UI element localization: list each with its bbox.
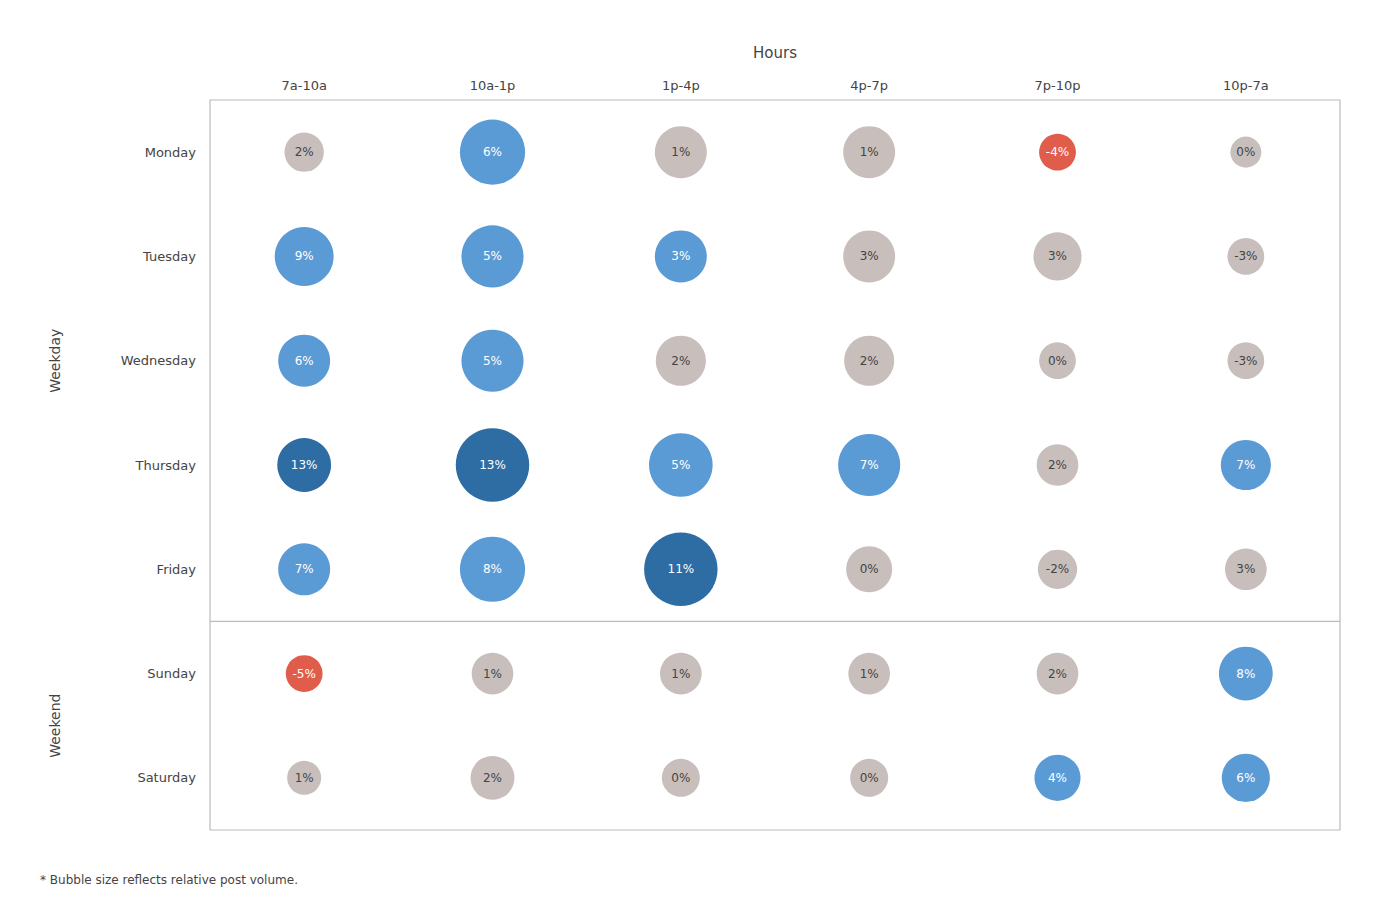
svg-text:-4%: -4%	[1046, 145, 1069, 159]
svg-text:11%: 11%	[667, 562, 694, 576]
svg-text:7%: 7%	[295, 562, 314, 576]
svg-text:2%: 2%	[1048, 667, 1067, 681]
svg-text:9%: 9%	[295, 249, 314, 263]
svg-text:2%: 2%	[671, 354, 690, 368]
svg-text:Wednesday: Wednesday	[121, 353, 197, 368]
svg-text:5%: 5%	[483, 249, 502, 263]
svg-text:0%: 0%	[860, 562, 879, 576]
svg-text:8%: 8%	[1236, 667, 1255, 681]
svg-text:7%: 7%	[860, 458, 879, 472]
svg-text:3%: 3%	[860, 249, 879, 263]
svg-text:3%: 3%	[671, 249, 690, 263]
svg-text:1%: 1%	[671, 145, 690, 159]
svg-text:2%: 2%	[860, 354, 879, 368]
svg-text:4%: 4%	[1048, 771, 1067, 785]
svg-text:Thursday: Thursday	[135, 458, 197, 473]
svg-text:1p-4p: 1p-4p	[662, 78, 700, 93]
svg-text:Hours: Hours	[753, 44, 797, 62]
svg-text:5%: 5%	[671, 458, 690, 472]
svg-text:13%: 13%	[479, 458, 506, 472]
svg-text:13%: 13%	[291, 458, 318, 472]
svg-text:Weekend: Weekend	[47, 694, 63, 758]
svg-text:-5%: -5%	[292, 667, 315, 681]
svg-text:7%: 7%	[1236, 458, 1255, 472]
svg-text:-3%: -3%	[1234, 249, 1257, 263]
svg-text:-3%: -3%	[1234, 354, 1257, 368]
svg-text:-2%: -2%	[1046, 562, 1069, 576]
svg-text:6%: 6%	[1236, 771, 1255, 785]
svg-text:7a-10a: 7a-10a	[281, 78, 326, 93]
svg-text:4p-7p: 4p-7p	[850, 78, 888, 93]
svg-text:0%: 0%	[1048, 354, 1067, 368]
svg-text:2%: 2%	[1048, 458, 1067, 472]
svg-text:5%: 5%	[483, 354, 502, 368]
svg-text:0%: 0%	[671, 771, 690, 785]
svg-text:1%: 1%	[295, 771, 314, 785]
svg-text:1%: 1%	[671, 667, 690, 681]
svg-text:2%: 2%	[483, 771, 502, 785]
svg-text:Friday: Friday	[157, 562, 197, 577]
svg-text:10a-1p: 10a-1p	[470, 78, 516, 93]
svg-text:6%: 6%	[483, 145, 502, 159]
svg-text:Sunday: Sunday	[147, 666, 196, 681]
svg-text:6%: 6%	[295, 354, 314, 368]
svg-text:0%: 0%	[1236, 145, 1255, 159]
svg-text:Saturday: Saturday	[137, 770, 196, 785]
svg-text:3%: 3%	[1048, 249, 1067, 263]
svg-text:1%: 1%	[860, 145, 879, 159]
svg-text:1%: 1%	[483, 667, 502, 681]
svg-text:2%: 2%	[295, 145, 314, 159]
svg-text:7p-10p: 7p-10p	[1034, 78, 1080, 93]
svg-text:Monday: Monday	[145, 145, 197, 160]
svg-text:10p-7a: 10p-7a	[1223, 78, 1269, 93]
svg-text:3%: 3%	[1236, 562, 1255, 576]
svg-text:* Bubble size reflects relativ: * Bubble size reflects relative post vol…	[40, 873, 298, 887]
svg-text:Tuesday: Tuesday	[142, 249, 196, 264]
svg-text:1%: 1%	[860, 667, 879, 681]
svg-text:Weekday: Weekday	[47, 329, 63, 393]
svg-text:8%: 8%	[483, 562, 502, 576]
svg-text:0%: 0%	[860, 771, 879, 785]
